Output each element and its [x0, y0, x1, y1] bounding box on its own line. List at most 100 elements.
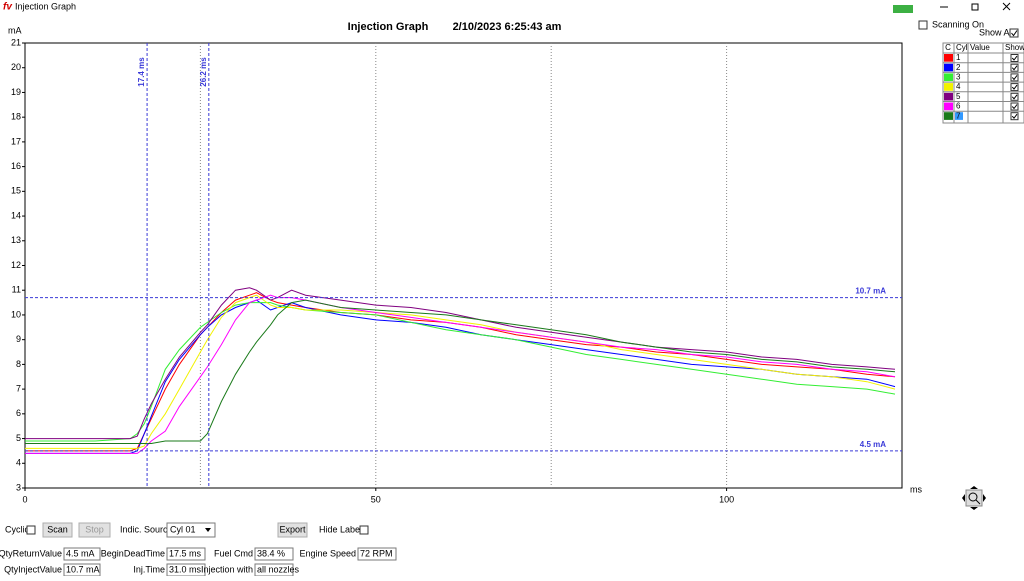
field-value: all nozzles: [257, 564, 300, 574]
y-tick-label: 9: [16, 334, 21, 344]
y-tick-label: 3: [16, 482, 21, 492]
column-header: Show: [1005, 43, 1024, 52]
show-checkbox[interactable]: [1010, 63, 1019, 72]
hide-labels-checkbox[interactable]: [359, 525, 369, 535]
source-value: Cyl 01: [170, 524, 196, 534]
check-mark: [1011, 84, 1018, 90]
column-header: Value: [970, 43, 990, 52]
scanning-checkbox[interactable]: [918, 20, 928, 30]
row-selection: [955, 112, 963, 120]
legend-label: 5: [956, 92, 961, 101]
y-tick-label: 10: [11, 309, 21, 319]
show-checkbox[interactable]: [1010, 102, 1019, 111]
field-label: Injection with: [201, 564, 253, 574]
y-tick-label: 8: [16, 359, 21, 369]
cyclic-checkbox[interactable]: [26, 525, 36, 535]
field-label: Fuel Cmd: [214, 548, 253, 558]
field-label: QtyInjectValue: [4, 564, 62, 574]
show-checkbox[interactable]: [1010, 73, 1019, 82]
y-tick-label: 7: [16, 383, 21, 393]
y-unit: mA: [8, 25, 22, 35]
hide-labels-label: Hide Labels: [319, 524, 367, 534]
time-marker-label: 17.4 ms: [137, 57, 146, 87]
field-box: [357, 547, 397, 561]
stop-button-label: Stop: [85, 524, 104, 534]
legend-label: 3: [956, 73, 961, 82]
field-value: 17.5 ms: [169, 548, 202, 558]
field-box: [254, 547, 294, 561]
field-label: QtyReturnValue: [0, 548, 62, 558]
check-mark: [1011, 104, 1018, 110]
y-tick-label: 11: [12, 285, 21, 295]
status-icon: [893, 5, 913, 13]
app-icon: fv: [3, 2, 13, 13]
window-title: Injection Graph: [15, 1, 76, 11]
show-all-label: Show All: [979, 27, 1014, 37]
legend-swatch: [944, 102, 953, 111]
legend-label: 7: [956, 111, 961, 120]
legend-swatch: [944, 73, 953, 82]
legend-swatch: [944, 83, 953, 91]
series-line: [25, 299, 896, 454]
scan-button-label: Scan: [47, 524, 68, 534]
series-line: [25, 294, 896, 449]
show-checkbox[interactable]: [1010, 92, 1019, 101]
show-all-checkbox[interactable]: [1009, 28, 1019, 38]
y-tick-label: 16: [11, 161, 21, 171]
field-box: [63, 547, 101, 561]
series-line: [25, 287, 896, 440]
current-marker-label: 4.5 mA: [860, 440, 886, 449]
source-select[interactable]: [166, 522, 216, 538]
field-value: 72 RPM: [360, 548, 393, 558]
y-tick-label: 15: [11, 186, 21, 196]
legend-swatch: [944, 54, 953, 62]
legend-swatch: [944, 92, 953, 101]
y-tick-label: 12: [11, 260, 21, 270]
zoom-control[interactable]: [962, 486, 986, 510]
show-checkbox[interactable]: [1010, 54, 1019, 62]
x-tick-label: 100: [719, 494, 734, 504]
series-line: [25, 299, 896, 444]
y-tick-label: 20: [11, 62, 21, 72]
legend-label: 2: [956, 63, 961, 72]
field-label: Engine Speed: [299, 548, 356, 558]
time-marker-label: 26.2 ms: [199, 57, 208, 87]
scanning-label: Scanning On: [932, 19, 984, 29]
stop-button[interactable]: [78, 522, 111, 538]
legend-swatch: [944, 112, 953, 120]
field-label: Inj.Time: [133, 564, 165, 574]
export-button[interactable]: [277, 522, 308, 538]
show-checkbox[interactable]: [1010, 112, 1019, 121]
legend-label: 4: [956, 82, 961, 91]
legend-label: 6: [956, 102, 961, 111]
y-tick-label: 17: [11, 136, 21, 146]
column-header: Cyl: [956, 43, 968, 52]
close-button[interactable]: [1002, 2, 1011, 11]
field-value: 4.5 mA: [66, 548, 95, 558]
y-tick-label: 18: [11, 112, 21, 122]
check-mark: [1011, 55, 1018, 61]
y-tick-label: 5: [16, 433, 21, 443]
field-label: BeginDeadTime: [101, 548, 165, 558]
current-marker-label: 10.7 mA: [855, 287, 886, 296]
check-mark: [1011, 65, 1018, 71]
legend-label: 1: [956, 53, 961, 62]
check-mark: [1011, 75, 1018, 81]
legend-swatch: [944, 63, 953, 72]
x-unit: ms: [910, 484, 922, 494]
y-tick-label: 6: [16, 408, 21, 418]
restore-button[interactable]: [971, 3, 979, 11]
y-tick-label: 13: [11, 235, 21, 245]
show-checkbox[interactable]: [1010, 83, 1019, 92]
scan-button[interactable]: [42, 522, 73, 538]
y-tick-label: 21: [11, 37, 21, 47]
field-value: 38.4 %: [257, 548, 285, 558]
timestamp: 2/10/2023 6:25:43 am: [453, 21, 562, 33]
field-value: 10.7 mA: [66, 564, 100, 574]
x-tick-label: 0: [22, 494, 27, 504]
cyclic-label: Cyclic: [5, 524, 29, 534]
column-header: C: [945, 43, 951, 52]
dropdown-arrow: [205, 528, 211, 532]
